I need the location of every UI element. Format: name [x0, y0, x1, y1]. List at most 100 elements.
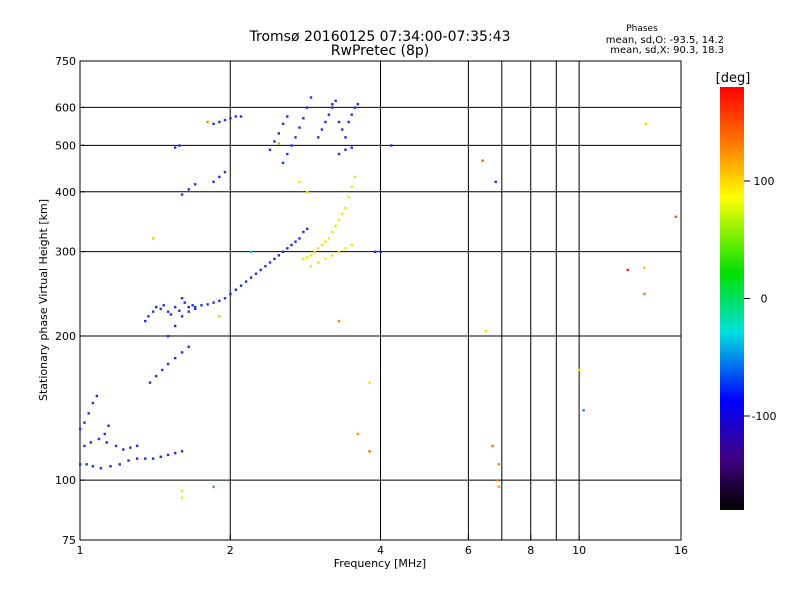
data-point-o — [178, 309, 181, 312]
data-point-o — [114, 444, 118, 448]
data-point-scattered — [644, 122, 648, 126]
data-point-scattered — [643, 292, 646, 296]
data-point-scattered — [368, 381, 371, 384]
data-point-o — [264, 264, 267, 268]
data-point-o — [331, 106, 334, 109]
data-point-o — [337, 120, 341, 124]
data-point-x — [341, 212, 344, 216]
data-point-o — [268, 261, 272, 264]
data-point-o — [229, 117, 232, 120]
data-point-scattered — [218, 315, 221, 318]
data-point-o — [320, 128, 324, 131]
data-point-o — [286, 247, 289, 250]
colorbar-tick-label: -100 — [752, 410, 777, 423]
data-point-o — [273, 257, 276, 261]
data-point-scattered — [491, 444, 494, 448]
data-point-x — [306, 190, 309, 194]
chart-title: Tromsø 20160125 07:34:00-07:35:43 — [249, 29, 511, 45]
data-point-x — [344, 247, 347, 250]
data-point-o — [290, 144, 293, 147]
data-point-o — [302, 117, 305, 120]
phase-stats-x: mean, sd,X: 90.3, 18.3 — [610, 45, 724, 56]
data-point-x — [298, 180, 301, 184]
data-point-x — [334, 224, 337, 227]
data-point-o — [180, 315, 184, 318]
colorbar-label: [deg] — [716, 71, 751, 86]
data-point-o — [148, 381, 152, 384]
data-point-o — [281, 161, 285, 165]
data-point-o — [147, 315, 150, 318]
data-point-o — [268, 148, 272, 151]
data-point-o — [309, 96, 313, 99]
data-point-o — [286, 115, 289, 118]
data-point-o — [169, 313, 173, 316]
data-point-o — [212, 122, 215, 126]
data-point-o — [83, 444, 86, 448]
data-point-o — [173, 324, 177, 328]
data-point-o — [317, 136, 320, 139]
data-point-x — [309, 254, 313, 257]
data-point-scattered — [356, 432, 360, 436]
colorbar-tick-label: 0 — [761, 293, 768, 306]
data-point-x — [324, 240, 327, 243]
x-tick-label: 1 — [77, 544, 84, 557]
data-point-scattered — [180, 489, 184, 493]
data-point-o — [249, 276, 253, 279]
data-point-o — [173, 146, 177, 149]
data-point-x — [331, 230, 334, 234]
data-point-o — [127, 459, 130, 462]
data-point-o — [85, 463, 88, 466]
data-point-o — [234, 115, 238, 118]
data-point-x — [313, 250, 316, 254]
data-point-o — [97, 437, 101, 441]
y-tick-label: 75 — [62, 534, 76, 547]
data-point-o — [135, 444, 139, 448]
data-point-o — [302, 230, 305, 234]
data-point-o — [277, 132, 281, 135]
data-point-o — [159, 455, 162, 458]
y-tick-label: 200 — [55, 330, 76, 343]
x-tick-labels: 1 2 4 6 8 10 16 — [77, 535, 688, 557]
data-point-o — [218, 175, 221, 179]
data-point-o — [212, 180, 215, 184]
data-point-o — [206, 303, 209, 306]
data-point-o — [166, 362, 170, 366]
x-tick-label: 16 — [674, 544, 688, 557]
data-point-o — [178, 144, 181, 147]
colorbar-ticks: 100 0 -100 — [744, 175, 776, 423]
data-point-scattered — [249, 250, 253, 254]
data-point-scattered — [497, 463, 501, 466]
data-points — [79, 96, 677, 499]
data-point-o — [180, 351, 184, 354]
data-point-o — [187, 310, 190, 313]
data-point-o — [151, 457, 155, 460]
data-point-o — [239, 115, 243, 118]
y-tick-label: 500 — [55, 139, 76, 152]
data-point-o — [187, 305, 190, 309]
data-point-o — [298, 237, 301, 240]
data-point-o — [344, 136, 347, 139]
data-point-scattered — [206, 120, 209, 124]
data-point-o — [306, 227, 309, 231]
data-point-o — [290, 243, 293, 247]
data-point-o — [162, 304, 165, 307]
data-point-o — [212, 301, 215, 304]
data-point-o — [166, 310, 170, 313]
x-axis-label: Frequency [MHz] — [334, 557, 426, 570]
data-point-x — [306, 256, 309, 259]
data-point-x — [320, 243, 324, 247]
data-point-o — [159, 307, 162, 311]
data-point-o — [135, 457, 139, 460]
data-point-o — [109, 465, 112, 468]
y-axis-label: Stationary phase Virtual Height [km] — [37, 199, 50, 401]
data-point-o — [218, 120, 221, 124]
data-point-o — [166, 453, 170, 457]
data-point-o — [286, 152, 289, 156]
data-point-o — [91, 401, 95, 405]
data-point-scattered — [643, 266, 646, 269]
data-point-x — [327, 237, 331, 240]
data-point-o — [347, 120, 350, 124]
data-point-o — [324, 120, 327, 124]
chart-subtitle: RwPretec (8p) — [331, 43, 429, 59]
